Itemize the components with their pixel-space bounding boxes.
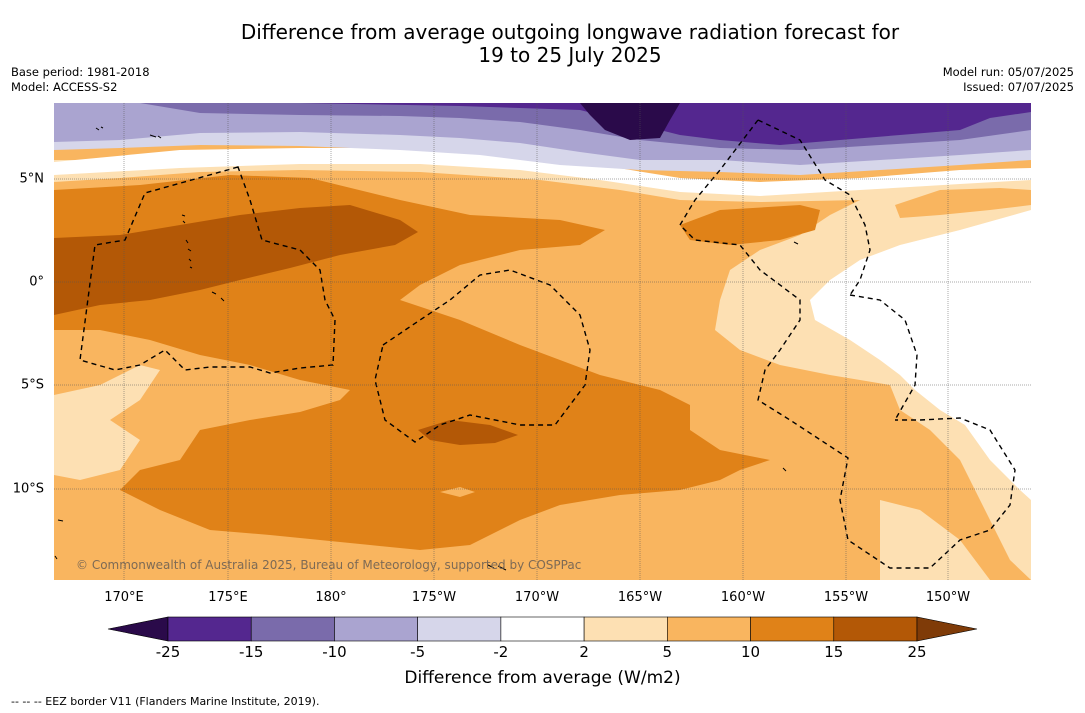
eez-border-central <box>374 269 591 443</box>
colorbar-tick-label: -25 <box>155 643 181 661</box>
colorbar-segment <box>334 616 418 642</box>
map-field <box>54 103 1031 580</box>
anomaly-region-neutral-east <box>810 210 1031 500</box>
longitude-label: 175°E <box>208 590 248 605</box>
colorbar-segment <box>750 616 835 642</box>
colorbar-tick-label: 15 <box>824 643 844 661</box>
anomaly-region-15-25-west <box>54 205 418 315</box>
colorbar-tick-label: 25 <box>907 643 927 661</box>
longitude-label: 180° <box>315 590 347 605</box>
longitude-label: 155°W <box>823 590 869 605</box>
colorbar-segment <box>667 616 751 642</box>
eez-border-west <box>79 166 336 374</box>
eez-border-east-3 <box>849 294 918 421</box>
island-outlines <box>54 126 799 571</box>
colorbar-tick-label: 5 <box>662 643 673 661</box>
island <box>211 291 225 302</box>
eez-legend-note: -- -- -- EEZ border V11 (Flanders Marine… <box>11 695 320 708</box>
anomaly-region-5-10-patch <box>440 487 475 497</box>
anomaly-region-10-15-north-east <box>680 205 820 245</box>
island <box>149 134 162 139</box>
anomaly-region-10-15-east <box>895 188 1031 218</box>
longitude-label: 160°W <box>720 590 766 605</box>
title-line-2: 19 to 25 July 2025 <box>478 43 662 67</box>
longitude-label: 165°W <box>617 590 663 605</box>
colorbar-tick-label: 10 <box>741 643 761 661</box>
gridlines <box>54 103 1031 580</box>
anomaly-region-2-5-southwest <box>54 365 160 480</box>
island <box>793 241 799 245</box>
colorbar-extend-high <box>916 616 978 642</box>
meta-left: Base period: 1981-2018 Model: ACCESS-S2 <box>11 65 150 95</box>
eez-borders <box>79 119 1016 569</box>
island <box>54 555 58 560</box>
anomaly-region-15-25-south <box>418 420 518 445</box>
island <box>57 519 64 522</box>
colorbar-tick-label: -10 <box>322 643 347 661</box>
island <box>181 214 186 224</box>
copyright-notice: © Commonwealth of Australia 2025, Bureau… <box>76 558 582 572</box>
colorbar-segment <box>250 616 335 642</box>
island <box>95 126 104 131</box>
colorbar-tick-label: -15 <box>238 643 264 661</box>
island <box>185 239 193 269</box>
colorbar-tick-label: -5 <box>410 643 426 661</box>
colorbar-extend-low <box>107 616 169 642</box>
longitude-label: 170°E <box>104 590 144 605</box>
latitude-label: 0° <box>29 274 44 290</box>
latitude-label: 5°S <box>20 377 44 393</box>
anomaly-region-neg-25 <box>580 103 680 140</box>
colorbar-segment <box>167 616 252 642</box>
colorbar-label: Difference from average (W/m2) <box>404 668 681 688</box>
model-run: Model run: 05/07/2025 <box>942 65 1074 79</box>
meta-right: Model run: 05/07/2025 Issued: 07/07/2025 <box>943 65 1074 95</box>
longitude-label: 170°W <box>514 590 560 605</box>
base-period: Base period: 1981-2018 <box>11 65 150 79</box>
colorbar-segment <box>417 616 502 642</box>
colorbar-tick-label: 2 <box>579 643 589 661</box>
anomaly-region-neutral-north <box>54 148 1031 196</box>
colorbar <box>107 616 978 642</box>
model-name: Model: ACCESS-S2 <box>11 80 118 94</box>
colorbar-segment <box>583 616 668 642</box>
chart-title: Difference from average outgoing longwav… <box>0 21 1085 67</box>
longitude-label: 175°W <box>411 590 457 605</box>
island <box>782 467 787 472</box>
title-line-1: Difference from average outgoing longwav… <box>240 20 900 44</box>
colorbar-segment <box>833 616 918 642</box>
colorbar-segment <box>500 616 585 642</box>
colorbar-tick-label: -2 <box>493 643 509 661</box>
longitude-label: 150°W <box>925 590 971 605</box>
eez-border-east-2 <box>679 119 1016 569</box>
latitude-label: 5°N <box>19 171 45 187</box>
issued-date: Issued: 07/07/2025 <box>963 80 1074 94</box>
island <box>487 564 507 571</box>
latitude-label: 10°S <box>12 481 44 497</box>
anomaly-region-2-5-south <box>880 500 990 580</box>
eez-border-east <box>757 119 871 296</box>
